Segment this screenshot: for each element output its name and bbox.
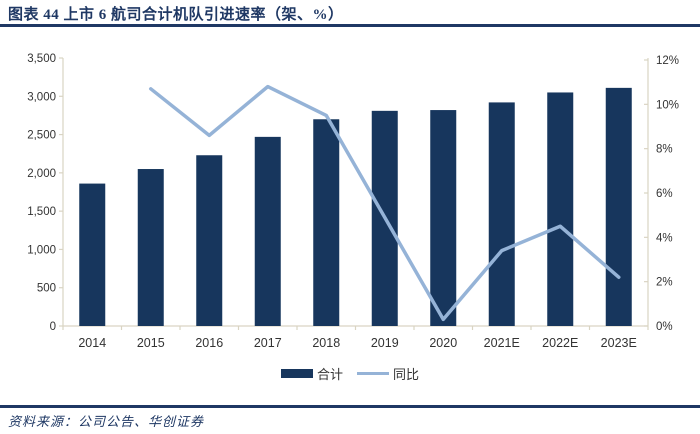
bar-2014 <box>79 183 106 326</box>
legend-item-total: 合计 <box>280 364 343 383</box>
bar-2018 <box>313 119 340 326</box>
right-axis-tick-label: 2% <box>656 277 673 289</box>
bar-2015 <box>137 169 164 326</box>
left-axis-tick-label: 2,500 <box>27 130 56 142</box>
legend-label-total: 合计 <box>316 366 343 382</box>
x-axis-label-2021E: 2021E <box>484 336 520 350</box>
left-axis-tick-label: 500 <box>37 283 56 295</box>
left-axis-tick-label: 3,500 <box>27 53 56 65</box>
x-axis-label-2014: 2014 <box>78 336 106 350</box>
left-axis-tick-label: 1,500 <box>27 206 56 218</box>
legend-label-yoy: 同比 <box>393 366 420 382</box>
footer-divider <box>0 405 700 408</box>
left-axis-tick-label: 3,000 <box>27 91 56 103</box>
right-axis-tick-label: 8% <box>656 144 673 156</box>
right-axis-tick-label: 12% <box>656 55 679 67</box>
right-axis-tick-label: 10% <box>656 99 679 111</box>
bar-2022E <box>547 92 574 326</box>
x-axis-label-2017: 2017 <box>254 336 282 350</box>
title-divider <box>0 24 700 27</box>
bar-2017 <box>254 136 281 326</box>
left-axis-tick-label: 1,000 <box>27 244 56 256</box>
chart-legend: 合计 同比 <box>0 362 700 384</box>
bar-2016 <box>196 155 223 326</box>
bar-2020 <box>430 110 457 326</box>
x-axis-label-2018: 2018 <box>312 336 340 350</box>
bar-2021E <box>488 102 515 326</box>
x-axis-label-2020: 2020 <box>429 336 457 350</box>
right-axis-tick-label: 0% <box>656 321 673 333</box>
yoy-growth-line <box>149 84 621 322</box>
x-axis-label-2022E: 2022E <box>542 336 578 350</box>
x-axis-label-2015: 2015 <box>137 336 165 350</box>
left-axis-tick-label: 2,000 <box>27 168 56 180</box>
bar-2023E <box>605 87 632 326</box>
x-axis-label-2019: 2019 <box>371 336 399 350</box>
x-axis-label-2023E: 2023E <box>601 336 637 350</box>
right-axis-tick-label: 4% <box>656 232 673 244</box>
total-bar-swatch-icon <box>280 368 313 378</box>
legend-item-yoy: 同比 <box>357 364 419 383</box>
left-axis-tick-label: 0 <box>50 321 56 333</box>
x-axis-label-2016: 2016 <box>195 336 223 350</box>
source-note: 资料来源：公司公告、华创证券 <box>8 414 205 429</box>
right-axis-tick-label: 6% <box>656 188 673 200</box>
page-title: 图表 44 上市 6 航司合计机队引进速率（架、%） <box>8 7 344 23</box>
yoy-line-swatch-icon <box>357 371 389 375</box>
